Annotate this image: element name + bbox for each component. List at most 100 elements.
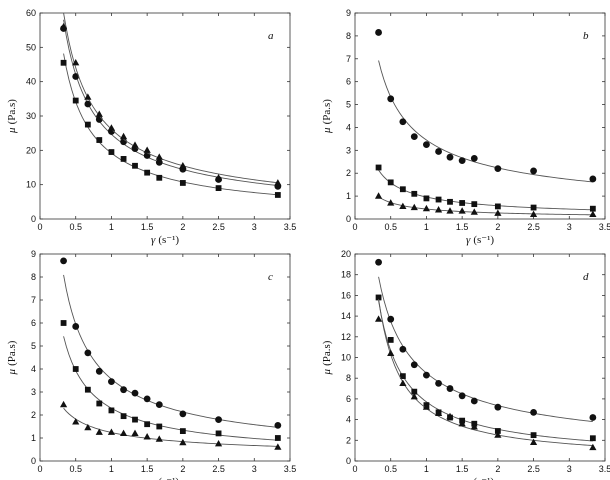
data-point bbox=[132, 162, 138, 169]
data-point bbox=[387, 337, 394, 343]
data-point bbox=[95, 110, 103, 117]
data-point bbox=[374, 192, 383, 199]
data-point bbox=[120, 413, 127, 420]
x-tick-label: 0.5 bbox=[384, 222, 397, 232]
x-tick-label: 0 bbox=[352, 464, 357, 474]
data-point bbox=[374, 315, 383, 322]
y-axis-unit: (Pa.s) bbox=[6, 99, 18, 125]
x-axis-symbol: γ bbox=[151, 476, 156, 480]
x-tick-label: 2 bbox=[180, 464, 185, 474]
x-tick-label: 0 bbox=[37, 222, 42, 232]
y-axis-label: μ (Pa.s) bbox=[321, 99, 333, 134]
y-tick-label: 18 bbox=[341, 270, 351, 280]
x-tick-label: 1.5 bbox=[141, 464, 154, 474]
data-point bbox=[375, 294, 382, 301]
data-point bbox=[131, 429, 139, 436]
data-point bbox=[274, 179, 282, 186]
series-square bbox=[375, 294, 596, 442]
data-point bbox=[399, 186, 406, 193]
series-circle bbox=[375, 29, 597, 183]
plot-frame bbox=[39, 253, 291, 462]
data-point bbox=[387, 315, 395, 323]
y-tick-label: 9 bbox=[31, 249, 36, 259]
data-point bbox=[144, 421, 151, 428]
y-tick-label: 1 bbox=[31, 433, 36, 443]
data-point bbox=[447, 198, 453, 205]
series-triangle bbox=[374, 298, 597, 451]
data-point bbox=[108, 407, 115, 414]
data-point bbox=[387, 179, 394, 186]
series-square bbox=[60, 53, 281, 198]
data-point bbox=[84, 93, 92, 100]
fit-curve bbox=[378, 196, 593, 216]
data-point bbox=[84, 423, 92, 431]
data-point bbox=[143, 146, 151, 153]
x-axis-unit: (s⁻¹) bbox=[158, 476, 179, 480]
x-tick-label: 2.5 bbox=[527, 222, 540, 232]
y-tick-label: 6 bbox=[346, 77, 351, 87]
data-point bbox=[144, 169, 151, 176]
fit-curve bbox=[63, 274, 278, 428]
data-point bbox=[494, 428, 501, 434]
data-point bbox=[107, 124, 116, 131]
data-point bbox=[60, 320, 67, 326]
x-axis-label: γ(s⁻¹) bbox=[151, 234, 179, 246]
data-point bbox=[494, 403, 502, 411]
data-point bbox=[589, 175, 597, 183]
y-tick-label: 2 bbox=[31, 410, 36, 420]
data-point bbox=[446, 385, 454, 392]
data-point bbox=[143, 395, 151, 403]
data-point bbox=[458, 157, 466, 165]
data-point bbox=[72, 97, 79, 104]
data-point bbox=[458, 207, 466, 214]
data-point bbox=[530, 408, 537, 416]
data-point bbox=[84, 100, 92, 108]
y-axis-symbol: μ bbox=[6, 127, 18, 134]
data-point bbox=[434, 409, 443, 416]
x-tick-label: 1 bbox=[109, 222, 114, 232]
x-tick-label: 3.5 bbox=[284, 222, 297, 232]
x-tick-label: 3 bbox=[252, 464, 257, 474]
data-point bbox=[96, 400, 103, 407]
y-tick-label: 2 bbox=[346, 435, 351, 445]
x-tick-label: 0.5 bbox=[384, 464, 397, 474]
data-point bbox=[131, 389, 139, 397]
y-tick-label: 14 bbox=[341, 311, 351, 321]
data-point bbox=[446, 207, 454, 214]
y-tick-label: 60 bbox=[26, 8, 36, 18]
data-point bbox=[589, 414, 597, 421]
data-point bbox=[459, 200, 466, 206]
y-axis-label: μ (Pa.s) bbox=[6, 99, 18, 134]
panel-letter: c bbox=[268, 271, 273, 283]
fit-curve bbox=[63, 19, 278, 186]
y-axis-symbol: μ bbox=[321, 127, 333, 134]
y-tick-label: 3 bbox=[31, 387, 36, 397]
data-point bbox=[84, 121, 91, 128]
fit-curve bbox=[378, 300, 593, 442]
y-tick-label: 2 bbox=[346, 168, 351, 178]
data-point bbox=[131, 141, 139, 148]
series-triangle bbox=[374, 192, 597, 218]
y-tick-label: 5 bbox=[31, 341, 36, 351]
data-point bbox=[72, 58, 80, 66]
data-point bbox=[60, 257, 67, 265]
data-point bbox=[589, 205, 596, 212]
data-point bbox=[108, 378, 115, 386]
data-point bbox=[410, 203, 418, 211]
data-point bbox=[435, 379, 442, 387]
data-point bbox=[589, 210, 597, 218]
series-circle bbox=[60, 257, 282, 429]
data-point bbox=[446, 153, 454, 161]
y-tick-label: 16 bbox=[341, 290, 351, 300]
x-tick-label: 1.5 bbox=[456, 464, 469, 474]
x-tick-label: 2 bbox=[495, 464, 500, 474]
data-point bbox=[179, 180, 186, 186]
data-point bbox=[530, 167, 537, 175]
data-point bbox=[155, 153, 163, 160]
data-point bbox=[399, 345, 407, 353]
data-point bbox=[399, 379, 407, 386]
data-point bbox=[589, 443, 597, 451]
data-point bbox=[423, 371, 430, 379]
data-point bbox=[59, 400, 68, 408]
